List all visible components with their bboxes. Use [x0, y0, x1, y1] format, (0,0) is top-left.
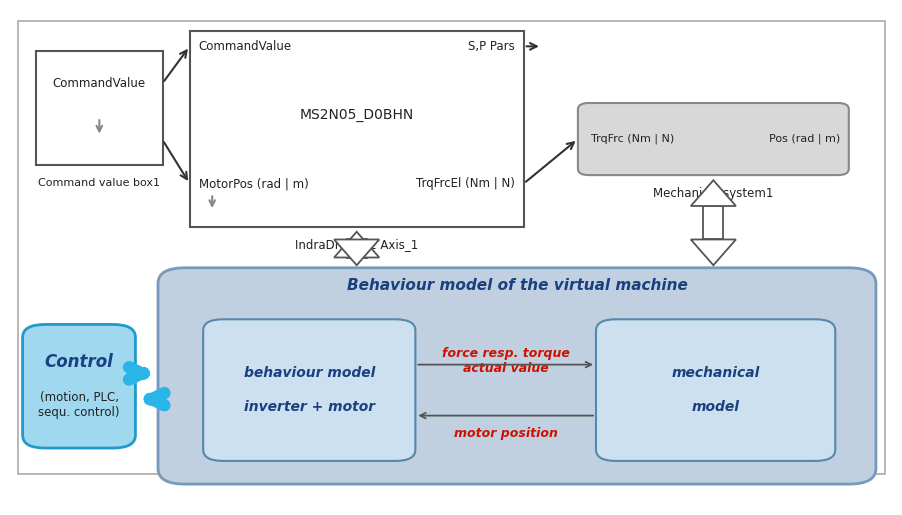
Text: Control: Control — [44, 353, 114, 370]
FancyBboxPatch shape — [158, 268, 875, 484]
Bar — [346, 239, 366, 258]
Text: inverter + motor: inverter + motor — [244, 400, 374, 414]
Text: IndraDrive V2 Axis_1: IndraDrive V2 Axis_1 — [295, 238, 418, 251]
Polygon shape — [690, 180, 735, 206]
FancyBboxPatch shape — [577, 103, 848, 175]
Text: CommandValue: CommandValue — [52, 77, 146, 90]
Polygon shape — [690, 239, 735, 265]
Text: MS2N05_D0BHN: MS2N05_D0BHN — [299, 108, 413, 122]
Text: behaviour model: behaviour model — [244, 366, 374, 380]
Bar — [18, 21, 884, 474]
Text: Pos (rad | m): Pos (rad | m) — [768, 134, 839, 144]
Text: actual value: actual value — [463, 363, 548, 375]
Text: mechanical: mechanical — [671, 366, 759, 380]
FancyBboxPatch shape — [203, 319, 415, 461]
Text: (motion, PLC,
sequ. control): (motion, PLC, sequ. control) — [38, 391, 120, 419]
FancyBboxPatch shape — [595, 319, 834, 461]
Polygon shape — [334, 232, 379, 258]
Polygon shape — [334, 239, 379, 265]
Text: motor position: motor position — [453, 426, 557, 440]
Text: TrqFrcEl (Nm | N): TrqFrcEl (Nm | N) — [416, 177, 514, 190]
Bar — [36, 52, 162, 165]
Text: TrqFrc (Nm | N): TrqFrc (Nm | N) — [591, 134, 674, 144]
Text: model: model — [691, 400, 739, 414]
Text: CommandValue: CommandValue — [198, 40, 291, 53]
Bar — [189, 31, 523, 227]
Bar — [703, 206, 723, 239]
Text: MotorPos (rad | m): MotorPos (rad | m) — [198, 177, 308, 190]
Text: Mechanical system1: Mechanical system1 — [652, 186, 773, 200]
Text: Behaviour model of the virtual machine: Behaviour model of the virtual machine — [346, 278, 686, 294]
FancyBboxPatch shape — [23, 324, 135, 448]
Text: Command value box1: Command value box1 — [38, 178, 161, 188]
Text: force resp. torque: force resp. torque — [441, 347, 569, 360]
Text: S,P Pars: S,P Pars — [467, 40, 514, 53]
